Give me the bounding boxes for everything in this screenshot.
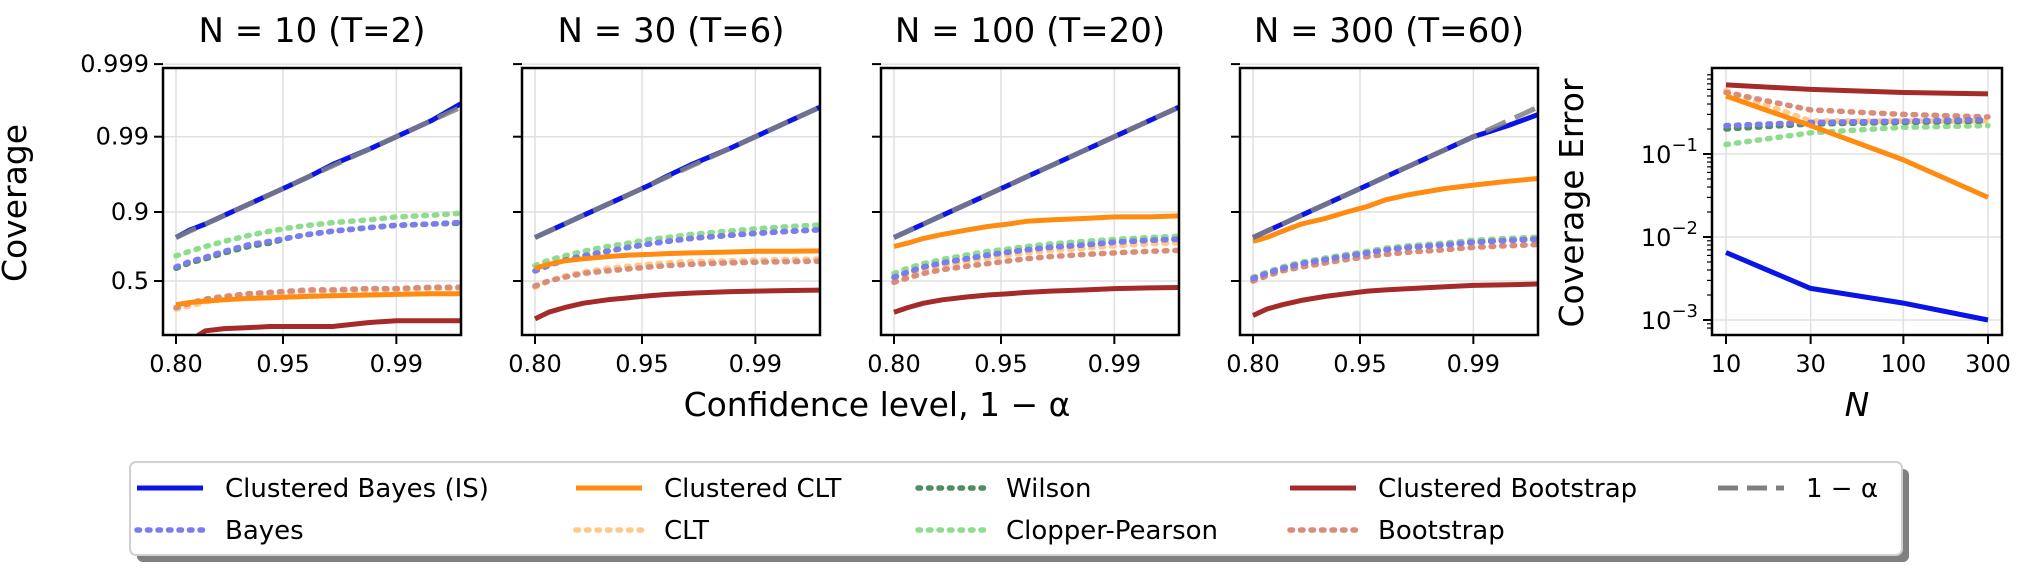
- coverage-error-panel: 10−3 10−2 10−1 10 30 100 300 N Coverage Error: [1552, 66, 2011, 424]
- series-line-clustered-bootstrap: [1725, 82, 1989, 97]
- panel-title: N = 300 (T=60): [1254, 11, 1524, 51]
- series-line-clopper-pearson: [532, 222, 820, 269]
- series-line-bayes: [1250, 236, 1538, 282]
- series-lines: [891, 104, 1179, 315]
- x-tick-label: 0.99: [729, 350, 782, 378]
- error-x-axis-label: N: [1845, 385, 1870, 424]
- series-line-1: [174, 104, 461, 240]
- shared-x-axis-label: Confidence level, 1 − α: [684, 385, 1071, 424]
- y-tick-label: 0.99: [96, 123, 149, 151]
- legend-item-clustered-bootstrap: Clustered Bootstrap: [1290, 474, 1637, 504]
- axes-frame: [879, 66, 1181, 337]
- coverage-panel-1: 0.5 0.9 0.99 0.999 0.80 0.95 0.99 N = 10 (T=2): [80, 11, 463, 378]
- legend-item-clustered-bayes-is: Clustered Bayes (IS): [137, 474, 489, 504]
- series-line-bayes: [891, 236, 1179, 280]
- y-tick-label: 0.9: [111, 198, 149, 226]
- series-line-clustered-clt: [175, 291, 461, 308]
- legend-box: [129, 461, 1903, 556]
- series-line-1: [892, 104, 1179, 240]
- x-tick-label: 0.95: [256, 350, 309, 378]
- x-tick-label: 300: [1965, 350, 2011, 378]
- y-tick-label: 10−2: [1641, 218, 1698, 252]
- coverage-panel-3: 0.80 0.95 0.99 N = 100 (T=20): [867, 11, 1181, 378]
- series-line-clt: [532, 256, 820, 291]
- left-y-axis-label: Coverage: [0, 124, 34, 282]
- panel-title: N = 10 (T=2): [198, 11, 425, 51]
- error-y-axis-label: Coverage Error: [1552, 78, 1591, 327]
- x-tick-label: 0.80: [508, 350, 561, 378]
- legend-label: Wilson: [1006, 474, 1092, 504]
- series-lines: [1723, 82, 1991, 323]
- legend-item-wilson: Wilson: [915, 474, 1092, 504]
- series-line-clustered-bayes-is: [1725, 250, 1989, 323]
- legend-label: CLT: [664, 516, 709, 546]
- series-line-clustered-clt: [1252, 175, 1538, 244]
- series-line-clustered-clt: [1725, 93, 1990, 200]
- legend: Clustered Bayes (IS) Bayes Clustered CLT CL…: [129, 461, 1909, 562]
- x-tick-label: 0.80: [1226, 350, 1279, 378]
- series-line-bayes: [1723, 116, 1991, 129]
- series-line-1: [533, 104, 820, 240]
- x-tick-label: 0.95: [615, 350, 668, 378]
- x-tick-label: 0.95: [1333, 350, 1386, 378]
- y-tick-label: 10−3: [1641, 301, 1698, 335]
- series-lines: [532, 104, 820, 322]
- y-tick-label: 0.5: [111, 267, 149, 295]
- series-line-clopper-pearson: [1723, 122, 1991, 148]
- coverage-panel-2: 0.80 0.95 0.99 N = 30 (T=6): [508, 11, 822, 378]
- legend-label: Bootstrap: [1378, 516, 1505, 546]
- legend-item-clustered-clt: Clustered CLT: [576, 474, 842, 504]
- series-line-bayes: [173, 219, 461, 270]
- axes-frame: [1710, 66, 2004, 337]
- series-line-clustered-bootstrap: [194, 318, 461, 335]
- x-tick-label: 0.99: [370, 350, 423, 378]
- axes-frame: [1238, 66, 1540, 337]
- series-line-clustered-bootstrap: [893, 285, 1179, 315]
- panel-title: N = 100 (T=20): [895, 11, 1165, 51]
- legend-item-bayes: Bayes: [134, 516, 304, 546]
- x-tick-label: 10: [1711, 350, 1742, 378]
- series-line-bootstrap: [1250, 241, 1538, 284]
- y-tick-label: 0.999: [80, 50, 149, 78]
- legend-item-bootstrap: Bootstrap: [1287, 516, 1505, 546]
- x-tick-label: 0.99: [1088, 350, 1141, 378]
- panel-title: N = 30 (T=6): [557, 11, 784, 51]
- axes-frame: [161, 66, 463, 337]
- axes-frame: [520, 66, 822, 337]
- x-tick-label: 30: [1795, 350, 1826, 378]
- series-lines: [1250, 104, 1538, 318]
- series-line-bootstrap: [532, 258, 820, 289]
- coverage-panel-4: 0.80 0.95 0.99 N = 300 (T=60): [1226, 11, 1540, 378]
- legend-item-1: 1 − α: [1718, 474, 1878, 504]
- series-line-clustered-bootstrap: [1251, 281, 1538, 318]
- legend-label: Clustered Bootstrap: [1378, 474, 1637, 504]
- legend-item-clt: CLT: [573, 516, 709, 546]
- series-line-clustered-clt: [893, 213, 1179, 249]
- legend-label: Clustered CLT: [664, 474, 842, 504]
- series-line-clustered-bootstrap: [533, 287, 820, 322]
- x-tick-label: 100: [1880, 350, 1926, 378]
- legend-label: Clustered Bayes (IS): [225, 474, 489, 504]
- legend-label: 1 − α: [1806, 474, 1878, 504]
- y-tick-label: 10−1: [1641, 135, 1698, 169]
- series-lines: [173, 100, 461, 335]
- legend-label: Clopper-Pearson: [1006, 516, 1218, 546]
- series-line-bootstrap: [1723, 89, 1991, 120]
- legend-label: Bayes: [225, 516, 304, 546]
- legend-item-clopper-pearson: Clopper-Pearson: [915, 516, 1218, 546]
- x-tick-label: 0.80: [867, 350, 920, 378]
- series-line-clustered-clt: [534, 248, 820, 271]
- x-tick-label: 0.95: [974, 350, 1027, 378]
- series-line-clopper-pearson: [891, 233, 1179, 277]
- x-tick-label: 0.99: [1447, 350, 1500, 378]
- series-line-clopper-pearson: [173, 210, 461, 259]
- x-tick-label: 0.80: [149, 350, 202, 378]
- series-line-1: [1251, 104, 1538, 240]
- series-line-bootstrap: [891, 247, 1179, 286]
